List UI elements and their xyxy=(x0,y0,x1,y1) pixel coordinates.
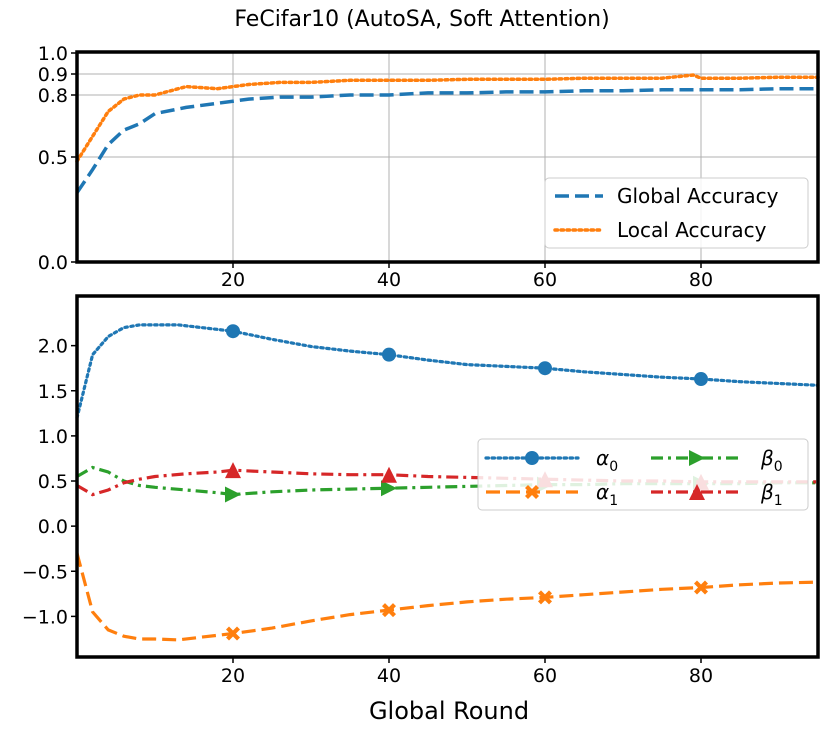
bottom-y-tick-label: 2.0 xyxy=(38,336,68,358)
bottom-y-tick-label: −1.0 xyxy=(22,606,68,628)
x-axis-label: Global Round xyxy=(369,697,529,725)
top-y-tick-label: 0.0 xyxy=(38,252,68,274)
bottom-series-marker xyxy=(381,480,397,497)
bottom-series-line-0 xyxy=(75,323,820,420)
bottom-series-marker xyxy=(694,580,708,595)
bottom-series-marker xyxy=(382,347,396,362)
bottom-series-marker xyxy=(525,451,539,465)
chart-title: FeCifar10 (AutoSA, Soft Attention) xyxy=(234,7,609,32)
top-x-tick-label: 60 xyxy=(533,269,557,291)
bottom-series-marker xyxy=(382,603,396,618)
top-y-tick-label: 0.5 xyxy=(38,147,68,169)
bottom-series-marker xyxy=(381,466,397,483)
bottom-legend-box xyxy=(477,438,809,511)
bottom-series-marker xyxy=(689,484,705,500)
bottom-x-tick-label: 80 xyxy=(689,665,713,687)
bottom-plot-frame xyxy=(75,294,820,659)
bottom-x-tick-label: 60 xyxy=(533,665,557,687)
top-legend-label: Global Accuracy xyxy=(617,184,779,208)
top-x-tick-label: 40 xyxy=(377,269,401,291)
top-x-tick-label: 80 xyxy=(689,269,713,291)
bottom-legend-label: α1 xyxy=(596,480,618,509)
bottom-y-tick-label: 1.0 xyxy=(38,426,68,448)
bottom-x-tick-label: 20 xyxy=(221,665,245,687)
bottom-series-marker xyxy=(225,486,241,503)
bottom-panel: 20 40 60 80 −1.0 −0.5 0.0 0.5 1.0 1.5 2.0 α0 α1 β0 β1 xyxy=(22,294,820,687)
bottom-series-marker xyxy=(226,626,240,641)
bottom-series-marker xyxy=(225,462,241,479)
bottom-series-marker xyxy=(694,372,708,387)
top-x-tick-label: 20 xyxy=(221,269,245,291)
bottom-series-marker xyxy=(226,324,240,339)
top-y-tick-label: 0.9 xyxy=(38,64,68,86)
bottom-y-tick-label: −0.5 xyxy=(22,561,68,583)
top-y-tick-label: 0.8 xyxy=(38,85,68,107)
bottom-x-tick-label: 40 xyxy=(377,665,401,687)
top-legend-box xyxy=(544,177,809,249)
bottom-series-marker xyxy=(538,590,552,605)
bottom-y-tick-label: 0.0 xyxy=(38,516,68,538)
bottom-legend-label: β1 xyxy=(760,480,783,509)
bottom-y-tick-label: 0.5 xyxy=(38,471,68,493)
bottom-series-marker xyxy=(538,361,552,376)
bottom-legend-label: α0 xyxy=(596,446,618,475)
top-panel: 20 40 60 80 0.0 0.5 0.80.91.0 Global Accuracy Lo… xyxy=(38,43,820,291)
top-y-tick-label: 1.0 xyxy=(38,43,68,65)
top-legend-label: Local Accuracy xyxy=(617,218,767,242)
top-series-line-0 xyxy=(75,86,818,194)
top-series-line-1 xyxy=(75,73,820,163)
bottom-legend-label: β0 xyxy=(760,446,783,475)
bottom-series-marker xyxy=(525,485,539,499)
bottom-series-line-1 xyxy=(75,552,819,642)
bottom-y-tick-label: 1.5 xyxy=(38,381,68,403)
bottom-series-marker xyxy=(689,450,705,466)
